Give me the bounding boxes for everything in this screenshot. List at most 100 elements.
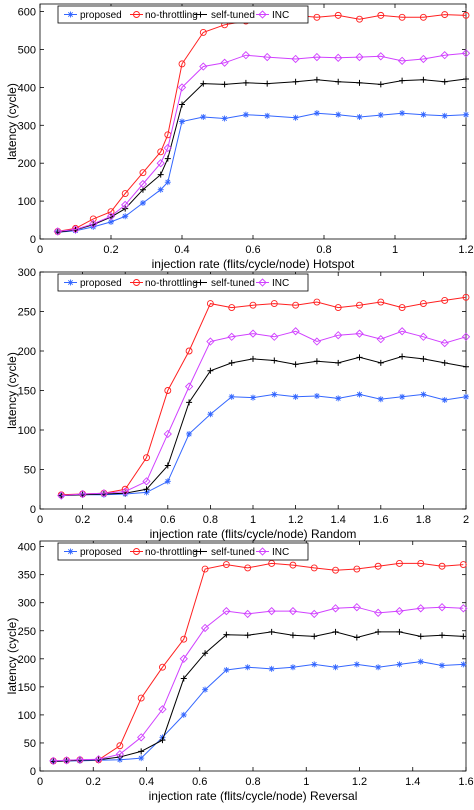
x-tick-label: 1.6 — [373, 514, 388, 526]
data-point — [164, 387, 172, 394]
x-tick-label: 1 — [303, 776, 309, 788]
series-INC — [53, 49, 471, 236]
data-point — [138, 755, 145, 762]
y-tick-label: 500 — [18, 44, 36, 56]
data-point — [157, 148, 165, 156]
data-point — [356, 15, 363, 23]
x-axis-label: injection rate (flits/cycle/node) Random — [150, 527, 357, 541]
data-point — [397, 56, 407, 65]
legend-label: self-tuned — [211, 10, 255, 21]
series-self-tuned — [50, 628, 467, 765]
series-line — [61, 330, 467, 497]
legend-label: self-tuned — [211, 547, 255, 558]
data-point — [460, 633, 467, 640]
y-tick-label: 400 — [18, 82, 36, 94]
data-point — [419, 300, 427, 308]
y-tick-label: 200 — [18, 158, 36, 170]
legend-marker — [67, 279, 74, 286]
data-point — [399, 393, 406, 400]
y-axis-label: latency (cycle) — [5, 352, 19, 429]
data-point — [420, 355, 427, 362]
x-tick-label: 0.8 — [316, 244, 331, 256]
data-point — [139, 169, 147, 177]
data-point — [184, 382, 194, 391]
legend-marker — [197, 548, 204, 555]
series-line — [61, 355, 467, 497]
data-point — [377, 396, 384, 403]
data-point — [463, 76, 469, 83]
data-point — [417, 559, 425, 567]
x-tick-label: 0.4 — [139, 776, 154, 788]
y-tick-label: 0 — [30, 766, 36, 778]
series-line — [57, 78, 467, 233]
data-point — [156, 159, 165, 168]
data-point — [202, 686, 209, 693]
data-point — [177, 83, 187, 92]
data-point — [53, 227, 62, 236]
data-point — [244, 664, 251, 671]
data-point — [335, 395, 342, 402]
data-point — [164, 179, 171, 186]
data-point — [419, 13, 427, 21]
y-axis-label: latency (cycle) — [5, 83, 19, 160]
legend-box — [57, 273, 309, 292]
data-point — [334, 53, 343, 62]
data-point — [94, 755, 103, 764]
data-point — [99, 489, 109, 498]
data-point — [163, 143, 172, 153]
series-self-tuned — [54, 76, 469, 236]
data-point — [292, 393, 299, 400]
x-tick-label: 0.6 — [192, 776, 207, 788]
data-point — [312, 337, 322, 346]
data-point — [202, 650, 209, 657]
data-point — [356, 301, 363, 309]
data-point — [397, 327, 407, 336]
data-point — [377, 11, 385, 19]
data-point — [289, 561, 297, 569]
data-point — [185, 347, 193, 355]
data-point — [222, 606, 231, 616]
data-point — [179, 101, 185, 108]
data-point — [95, 756, 102, 763]
chart-panel-1: 0 0.2 0.4 0.6 0.8 1 1.2 0 100 200 300 400 500 600 inje… — [5, 3, 474, 271]
data-point — [250, 394, 256, 401]
y-tick-label: 100 — [18, 196, 36, 208]
data-point — [420, 111, 427, 118]
data-point — [200, 80, 207, 87]
series-line — [61, 393, 467, 497]
data-point — [222, 561, 230, 569]
y-tick-label: 200 — [18, 346, 36, 358]
data-point — [159, 663, 166, 671]
legend-marker — [133, 11, 140, 18]
data-point — [267, 606, 276, 616]
x-tick-label: 1.6 — [458, 776, 473, 788]
data-point — [335, 111, 342, 118]
data-point — [376, 52, 385, 61]
data-point — [396, 628, 403, 635]
data-point — [75, 755, 85, 764]
data-point — [121, 200, 130, 210]
data-point — [420, 76, 427, 83]
data-point — [143, 486, 150, 493]
legend-label: INC — [272, 10, 289, 21]
data-point — [332, 566, 339, 574]
series-line — [61, 296, 467, 496]
data-point — [242, 79, 249, 86]
series-INC — [49, 603, 468, 766]
data-point — [416, 604, 425, 613]
x-tick-label: 1.2 — [458, 244, 473, 256]
data-point — [312, 52, 322, 62]
x-tick-label: 0.2 — [75, 514, 90, 526]
data-point — [263, 52, 272, 62]
data-point — [420, 391, 427, 398]
data-point — [250, 355, 256, 362]
data-point — [270, 300, 278, 308]
data-point — [310, 609, 319, 619]
data-point — [270, 332, 279, 341]
x-tick-label: 0.2 — [103, 244, 118, 256]
x-tick-label: 1.2 — [288, 514, 303, 526]
data-point — [115, 750, 125, 759]
data-point — [462, 11, 470, 19]
legend-label: self-tuned — [211, 278, 255, 289]
y-tick-label: 100 — [18, 425, 36, 437]
